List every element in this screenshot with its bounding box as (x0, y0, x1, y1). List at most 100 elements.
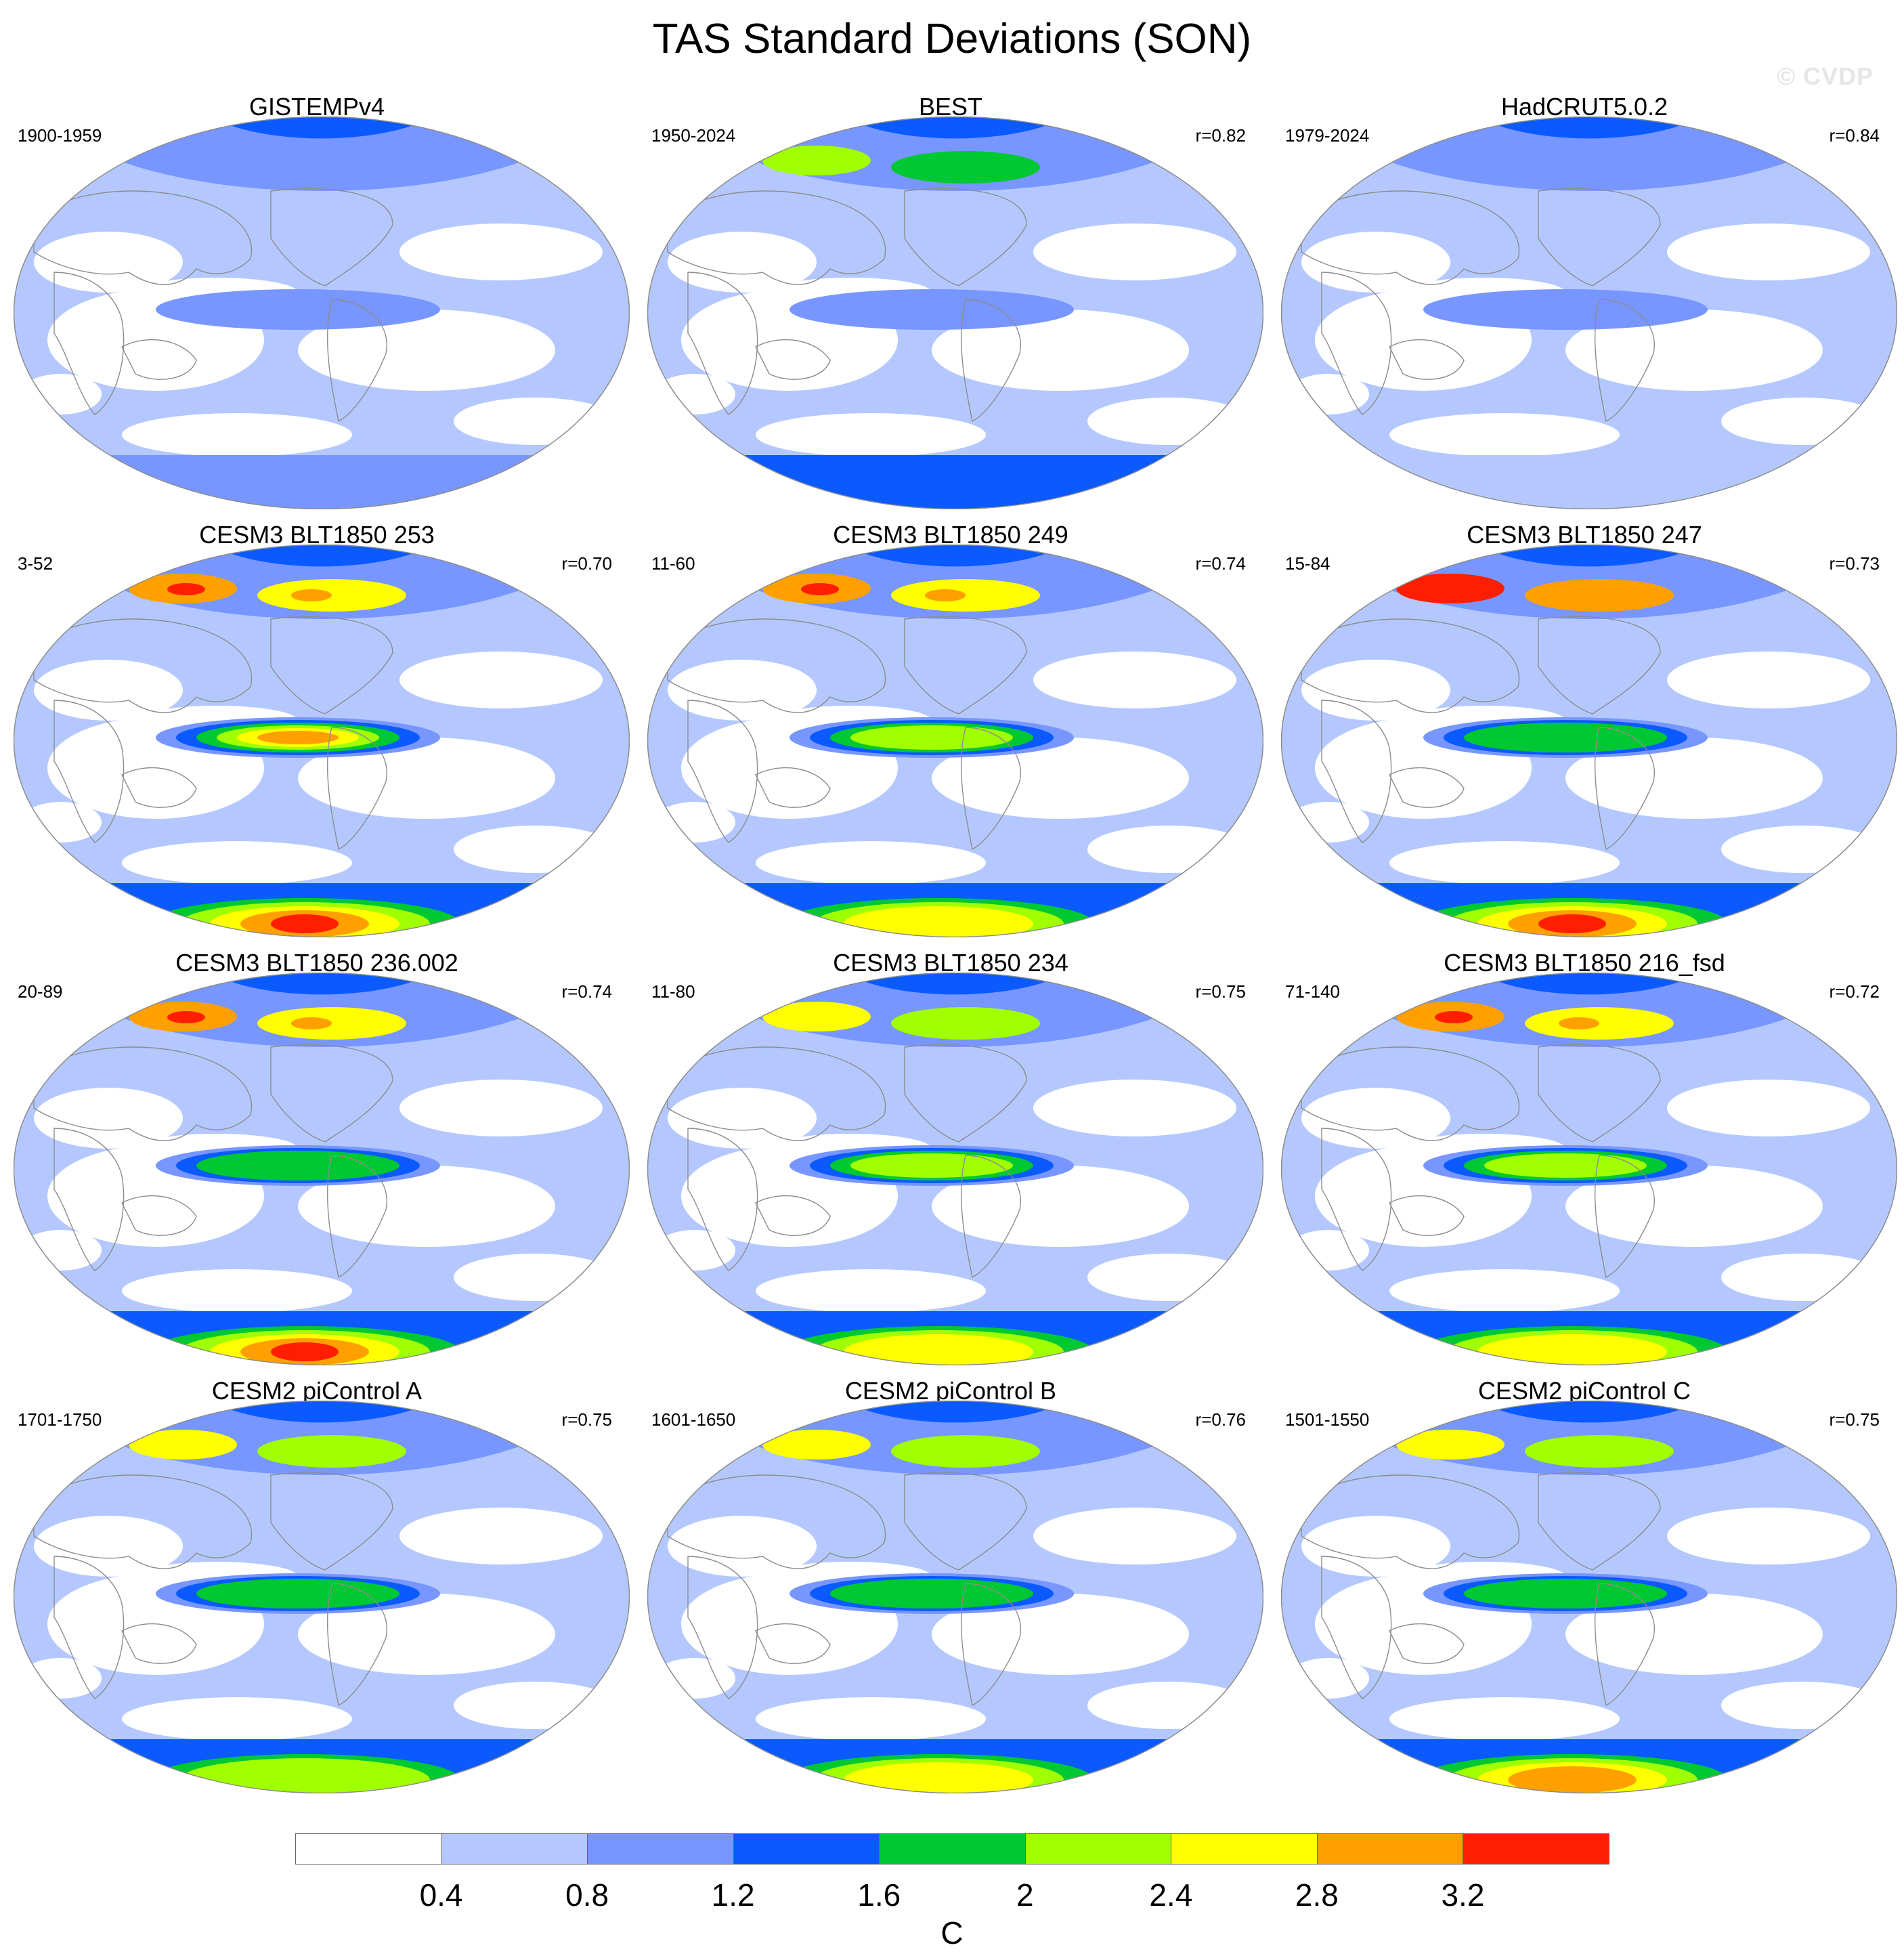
low-var-band (668, 1088, 817, 1149)
southern-ocean-band (1281, 455, 1897, 509)
low-var-band (298, 1594, 555, 1675)
coastline (1538, 616, 1661, 715)
panel-title: CESM3 BLT1850 247 (1467, 521, 1702, 549)
siberia-peak (1435, 583, 1473, 595)
low-var-band (668, 1516, 817, 1577)
coastline (960, 1155, 1021, 1279)
panel-period: 1501-1550 (1285, 1409, 1370, 1430)
coastline (33, 1474, 253, 1569)
colorbar-tick-label: 0.8 (565, 1877, 609, 1913)
low-var-band (1721, 398, 1884, 445)
robinson-map (14, 1401, 630, 1793)
coastline (33, 190, 253, 285)
arctic-variability-band (37, 545, 606, 619)
map-border (647, 545, 1263, 937)
siberia-peak (1435, 1011, 1473, 1023)
north-america-hotspot (257, 1435, 406, 1468)
low-var-band (1721, 1254, 1884, 1301)
low-var-band (34, 232, 183, 293)
panel-pattern-correlation: r=0.72 (1829, 981, 1880, 1002)
panel-pattern-correlation: r=0.76 (1195, 1409, 1246, 1430)
coastline (687, 700, 758, 843)
low-var-band (1389, 413, 1620, 456)
panel-period: 3-52 (18, 553, 53, 574)
north-america-hotspot (891, 1007, 1040, 1040)
low-var-band (932, 1594, 1189, 1675)
robinson-map (14, 973, 630, 1365)
panel-title: CESM3 BLT1850 249 (833, 521, 1068, 549)
coastline (1594, 727, 1655, 851)
north-america-hotspot (891, 1435, 1040, 1468)
low-var-band (756, 1697, 986, 1741)
low-var-band (399, 1080, 603, 1136)
panel-title: BEST (918, 93, 983, 121)
coastline (687, 1128, 758, 1271)
north-america-peak (291, 1017, 332, 1029)
panel-period: 1900-1959 (18, 125, 102, 146)
enso-variability-tongue (1423, 289, 1708, 330)
low-var-band (1301, 1088, 1450, 1149)
map-panel: CESM3 BLT1850 249 11-60 r=0.74 (639, 520, 1263, 947)
coastline (755, 1195, 831, 1236)
coastline (1538, 1472, 1661, 1571)
cvdp-watermark: © CVDP (1777, 62, 1874, 90)
low-var-band (1033, 1080, 1236, 1136)
antarctic-variability-band (1538, 914, 1606, 933)
low-var-band (399, 1508, 603, 1564)
robinson-map (14, 545, 630, 937)
coastline (1538, 1044, 1661, 1143)
coastline (270, 188, 393, 286)
low-var-band (454, 826, 616, 873)
coastline (1594, 1583, 1655, 1707)
coastline (1321, 272, 1392, 415)
map-border (14, 116, 630, 509)
robinson-map (1281, 545, 1897, 937)
siberia-hotspot (762, 1002, 871, 1031)
arctic-variability-band (671, 973, 1240, 1047)
panel-pattern-correlation: r=0.74 (1195, 553, 1246, 574)
map-panel: CESM2 piControl A 1701-1750 r=0.75 (5, 1376, 630, 1803)
low-var-band (1667, 223, 1870, 280)
north-america-hotspot (1525, 1435, 1674, 1468)
low-var-band (668, 660, 817, 721)
panel-title: GISTEMPv4 (248, 93, 385, 121)
arctic-variability-band (37, 973, 606, 1047)
colorbar-tick-label: 3.2 (1441, 1877, 1485, 1913)
colorbar-swatch (1463, 1833, 1609, 1865)
southern-ocean-band (14, 455, 630, 509)
enso-variability-tongue (850, 1153, 1013, 1178)
coastline (326, 1583, 387, 1707)
arctic-variability-band (1305, 1401, 1874, 1475)
panel-period: 11-60 (651, 553, 695, 574)
low-var-band (1565, 738, 1823, 819)
coastline (326, 299, 387, 423)
panel-pattern-correlation: r=0.84 (1829, 125, 1880, 146)
antarctic-variability-band (1508, 1766, 1637, 1793)
north-america-peak (1559, 589, 1599, 601)
coastline (687, 1556, 758, 1699)
low-var-band (1301, 660, 1450, 721)
coastline (121, 1623, 197, 1664)
colorbar-tick-label: 2.8 (1295, 1877, 1339, 1913)
map-border (647, 116, 1263, 509)
coastline (1594, 1155, 1655, 1279)
map-border (14, 973, 630, 1365)
coastline (1301, 1046, 1520, 1141)
coastline (53, 1556, 125, 1699)
low-var-band (1033, 1508, 1236, 1564)
map-panel: CESM3 BLT1850 236.002 20-89 r=0.74 (5, 948, 630, 1375)
colorbar-tick-label: 2.4 (1149, 1877, 1193, 1913)
enso-variability-tongue (1464, 723, 1667, 752)
coastline (1389, 339, 1465, 380)
low-var-band (34, 660, 183, 721)
coastline (1301, 190, 1520, 285)
coastline (1389, 767, 1465, 808)
coastline (904, 1044, 1027, 1143)
low-var-band (1565, 310, 1823, 391)
enso-variability-tongue (196, 1151, 399, 1180)
low-var-band (399, 652, 603, 708)
enso-variability-tongue (156, 289, 440, 330)
low-var-band (756, 841, 986, 885)
colorbar-swatch (1171, 1833, 1318, 1865)
arctic-variability-band (671, 545, 1240, 619)
